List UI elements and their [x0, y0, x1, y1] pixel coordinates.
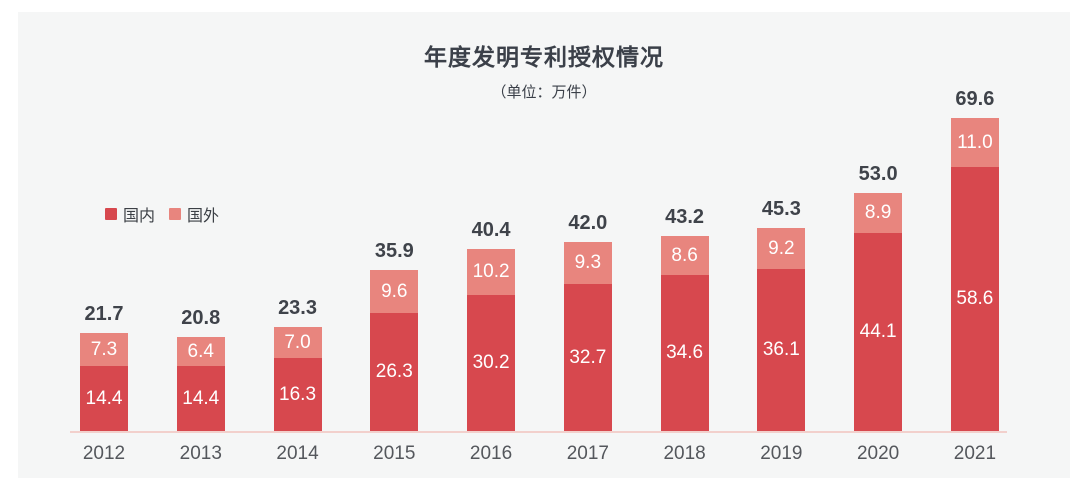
bar-segment-domestic: 32.7: [563, 284, 612, 431]
bar-total-label: 69.6: [955, 88, 995, 110]
x-axis-label: 2020: [856, 442, 900, 464]
legend-swatch-foreign-icon: [169, 208, 182, 220]
bar-segment-foreign: 11.0: [950, 118, 999, 167]
x-axis-label: 2019: [760, 442, 803, 464]
bar-column: 45.3 9.2 36.1 2019: [757, 198, 806, 476]
x-axis-label: 2016: [469, 442, 513, 464]
bar-segment-foreign: 9.2: [757, 228, 806, 269]
bar-column: 40.4 10.2 30.2 2016: [467, 219, 516, 476]
x-axis-label: 2013: [179, 442, 222, 464]
legend-item-foreign: 国外: [169, 202, 219, 226]
bar-total-label: 43.2: [665, 206, 705, 228]
chart-panel: 年度发明专利授权情况 （单位：万件） 国内 国外 21.7 7.3 14.4 2012…: [18, 12, 1070, 478]
bar-column: 43.2 8.6 34.6 2018: [660, 206, 709, 476]
bar-segment-foreign: 6.4: [176, 337, 225, 366]
bar-total-label: 40.4: [471, 219, 511, 241]
x-axis-label: 2015: [373, 442, 416, 464]
bar-column: 42.0 9.3 32.7 2017: [563, 212, 612, 476]
bar-column: 21.7 7.3 14.4 2012: [80, 303, 128, 476]
bar-segment-domestic: 36.1: [757, 269, 806, 431]
bar-segment-domestic: 16.3: [273, 358, 322, 431]
x-axis-label: 2012: [82, 442, 126, 464]
x-axis-label: 2018: [663, 442, 706, 464]
bar-segment-domestic: 26.3: [370, 313, 419, 431]
bar-segment-foreign: 9.6: [370, 270, 419, 313]
bar-segment-foreign: 8.6: [660, 236, 709, 275]
legend-item-domestic: 国内: [105, 202, 155, 226]
bar-segment-foreign: 8.9: [854, 193, 903, 233]
chart-subtitle: （单位：万件）: [491, 84, 597, 101]
x-axis-line: [70, 431, 1007, 433]
bar-segment-domestic: 14.4: [80, 366, 128, 431]
bar-column: 23.3 7.0 16.3 2014: [273, 297, 322, 476]
legend-label-domestic: 国内: [123, 208, 156, 225]
bar-segment-foreign: 7.0: [273, 327, 322, 358]
bar-total-label: 21.7: [84, 303, 124, 325]
bar-segment-domestic: 44.1: [854, 233, 903, 431]
bar-column: 20.8 6.4 14.4 2013: [176, 307, 225, 476]
bar-segment-foreign: 9.3: [563, 242, 612, 284]
bar-segment-domestic: 14.4: [176, 366, 225, 431]
legend: 国内 国外: [105, 202, 219, 226]
chart-title: 年度发明专利授权情况: [424, 44, 664, 70]
x-axis-label: 2021: [953, 442, 997, 464]
plot-area: 21.7 7.3 14.4 2012 20.8 6.4 14.4 2013 23.3 7.0 16.…: [80, 72, 999, 476]
bar-segment-domestic: 34.6: [660, 275, 709, 431]
bar-total-label: 35.9: [374, 240, 414, 262]
bar-total-label: 45.3: [761, 198, 801, 220]
bar-column: 35.9 9.6 26.3 2015: [370, 240, 419, 476]
x-axis-label: 2014: [276, 442, 319, 464]
bar-column: 53.0 8.9 44.1 2020: [854, 163, 903, 476]
bar-total-label: 42.0: [568, 212, 608, 234]
bar-total-label: 20.8: [181, 307, 221, 329]
legend-label-foreign: 国外: [187, 208, 220, 225]
bar-total-label: 23.3: [278, 297, 317, 319]
bar-segment-foreign: 7.3: [80, 333, 128, 366]
x-axis-label: 2017: [566, 442, 609, 464]
bar-segment-foreign: 10.2: [467, 249, 516, 295]
bar-column: 69.6 11.0 58.6 2021: [950, 88, 999, 476]
bar-total-label: 53.0: [858, 163, 898, 185]
legend-swatch-domestic-icon: [105, 208, 117, 220]
bar-segment-domestic: 58.6: [950, 167, 999, 431]
bar-segment-domestic: 30.2: [467, 295, 516, 431]
